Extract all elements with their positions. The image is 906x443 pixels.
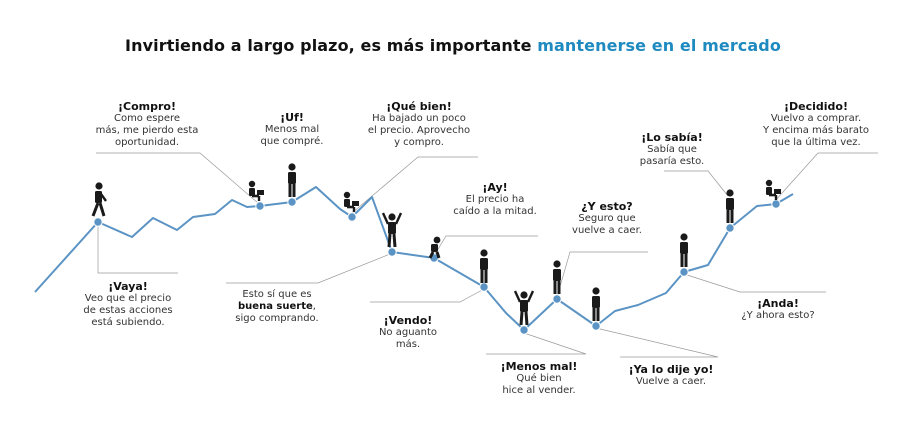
- investor-laptop-icon: [248, 180, 264, 201]
- annotation-line: más, me pierdo esta: [95, 125, 199, 136]
- annotation-bold-suffix: ,: [312, 301, 316, 312]
- annotation-compro: ¡Compro! Como espere más, me pierdo esta…: [95, 100, 199, 149]
- annotation-line: que compré.: [260, 136, 324, 147]
- leader-line: [664, 170, 729, 197]
- investor-laptop-icon: [765, 179, 781, 200]
- annotation-heading: ¡Lo sabía!: [641, 131, 703, 144]
- title-highlight: mantenerse en el mercado: [537, 36, 781, 55]
- annotation-line: ¿Y ahora esto?: [741, 310, 815, 321]
- annotation-line: Vuelvo a comprar.: [770, 113, 862, 124]
- annotation-vendo: ¡Vendo! No aguanto más.: [368, 314, 448, 351]
- annotation-buena-suerte: Esto sí que es buena suerte, sigo compra…: [222, 289, 332, 325]
- leader-line: [595, 327, 719, 358]
- investor-arms-up-icon: [381, 212, 403, 248]
- annotation-decidido: ¡Decidido! Vuelvo a comprar. Y encima má…: [760, 100, 872, 149]
- diagram-title: Invirtiendo a largo plazo, es más import…: [0, 36, 906, 55]
- annotation-line: Veo que el precio: [84, 293, 172, 304]
- leader-line: [351, 156, 478, 214]
- investor-standing-icon: [288, 163, 296, 197]
- annotation-heading: ¡Compro!: [118, 100, 176, 113]
- event-dot: [347, 212, 357, 222]
- investor-standing-icon: [553, 260, 561, 294]
- annotation-line: El precio ha: [465, 194, 525, 205]
- annotation-line: vuelve a caer.: [572, 225, 642, 236]
- annotation-line: Menos mal: [264, 124, 320, 135]
- investor-laptop-icon: [343, 191, 359, 212]
- annotation-line: el precio. Aprovecho: [367, 125, 471, 136]
- annotation-heading: ¡Vaya!: [108, 280, 148, 293]
- annotation-line: Como espere: [113, 113, 181, 124]
- annotation-line: hice al vender.: [502, 385, 576, 396]
- annotation-line: más.: [395, 339, 421, 350]
- investor-standing-icon: [680, 233, 688, 267]
- event-dot: [552, 294, 562, 304]
- annotation-heading: ¡Vendo!: [383, 314, 433, 327]
- leader-line: [97, 224, 178, 274]
- investor-standing-icon: [726, 189, 734, 223]
- annotation-ya-lo-dije: ¡Ya lo dije yo! Vuelve a caer.: [624, 363, 718, 388]
- annotation-line: que la última vez.: [771, 137, 861, 148]
- investor-figures: [91, 163, 781, 326]
- event-dot: [519, 325, 529, 335]
- annotation-line: Qué bien: [516, 373, 562, 384]
- annotation-bold: buena suerte: [238, 301, 313, 312]
- event-dot: [725, 223, 735, 233]
- annotation-line: oportunidad.: [114, 137, 180, 148]
- annotation-que-bien: ¡Qué bien! Ha bajado un poco el precio. …: [360, 100, 478, 149]
- leader-line: [226, 253, 391, 284]
- leader-line: [370, 288, 485, 303]
- leader-line: [556, 251, 648, 298]
- investor-walking-icon: [91, 182, 107, 217]
- investor-standing-icon: [592, 287, 600, 321]
- annotation-line: Esto sí que es: [242, 289, 312, 300]
- event-dot: [387, 247, 397, 257]
- annotation-line: No aguanto: [378, 327, 438, 338]
- annotation-heading: ¡Uf!: [280, 111, 304, 124]
- annotation-heading: ¡Ya lo dije yo!: [628, 363, 714, 376]
- annotation-vaya: ¡Vaya! Veo que el precio de estas accion…: [70, 280, 186, 329]
- investor-cheering-icon: [513, 290, 535, 326]
- annotation-line: Ha bajado un poco: [372, 113, 466, 124]
- leader-line: [683, 273, 826, 293]
- annotation-menos-mal: ¡Menos mal! Qué bien hice al vender.: [494, 360, 584, 397]
- event-dot: [93, 217, 103, 227]
- annotation-line: está subiendo.: [91, 317, 165, 328]
- annotation-line: Y encima más barato: [762, 125, 870, 136]
- leader-lines: [96, 152, 878, 358]
- annotation-line: Vuelve a caer.: [635, 376, 707, 387]
- leader-line: [96, 152, 259, 204]
- annotation-line: Sabía que: [647, 144, 697, 155]
- event-dot: [479, 282, 489, 292]
- event-dot: [679, 267, 689, 277]
- annotation-line: y compro.: [394, 137, 444, 148]
- annotation-line: sigo comprando.: [235, 313, 319, 324]
- leader-line: [773, 152, 878, 203]
- title-prefix: Invirtiendo a largo plazo, es más import…: [125, 36, 538, 55]
- event-dots: [93, 197, 781, 335]
- annotation-heading: ¡Qué bien!: [386, 100, 452, 113]
- annotation-y-esto: ¿Y esto? Seguro que vuelve a caer.: [566, 200, 648, 237]
- annotation-line: pasaría esto.: [639, 156, 705, 167]
- annotation-line: caído a la mitad.: [453, 206, 537, 217]
- annotation-lo-sabia: ¡Lo sabía! Sabía que pasaría esto.: [636, 131, 708, 168]
- event-dot: [255, 201, 265, 211]
- investor-standing-icon: [480, 249, 488, 283]
- annotation-heading: ¡Ay!: [482, 181, 508, 194]
- event-dot: [287, 197, 297, 207]
- annotation-ay: ¡Ay! El precio ha caído a la mitad.: [446, 181, 544, 218]
- annotation-uf: ¡Uf! Menos mal que compré.: [258, 111, 326, 148]
- annotation-heading: ¡Menos mal!: [500, 360, 578, 373]
- annotation-line: Seguro que: [578, 213, 636, 224]
- annotation-heading: ¿Y esto?: [581, 200, 633, 213]
- event-dot: [591, 321, 601, 331]
- annotation-anda: ¡Anda! ¿Y ahora esto?: [732, 297, 824, 322]
- annotation-line: de estas acciones: [83, 305, 173, 316]
- leader-line: [486, 332, 587, 355]
- annotation-heading: ¡Decidido!: [784, 100, 848, 113]
- annotation-heading: ¡Anda!: [757, 297, 799, 310]
- investor-crouching-icon: [428, 236, 441, 259]
- event-dot: [771, 199, 781, 209]
